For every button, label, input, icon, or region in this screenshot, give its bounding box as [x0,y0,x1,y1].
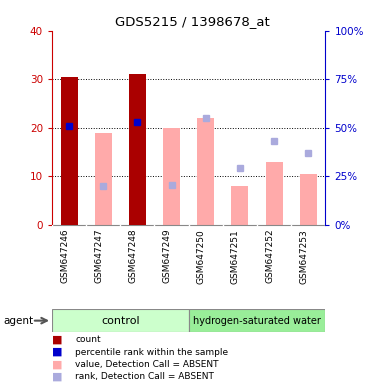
Text: rank, Detection Call = ABSENT: rank, Detection Call = ABSENT [75,372,214,381]
Text: GDS5215 / 1398678_at: GDS5215 / 1398678_at [115,15,270,28]
Text: GSM647247: GSM647247 [94,229,103,283]
Text: value, Detection Call = ABSENT: value, Detection Call = ABSENT [75,360,219,369]
Text: GSM647251: GSM647251 [231,229,240,284]
Bar [163,128,180,225]
Text: hydrogen-saturated water: hydrogen-saturated water [193,316,321,326]
Bar [129,74,146,225]
Text: GSM647248: GSM647248 [128,229,137,283]
Bar [197,118,214,225]
Text: GSM647252: GSM647252 [265,229,274,283]
Text: control: control [101,316,140,326]
Bar [189,309,325,332]
Text: GSM647253: GSM647253 [299,229,308,284]
Text: ■: ■ [52,359,62,369]
Text: ■: ■ [52,347,62,357]
Text: percentile rank within the sample: percentile rank within the sample [75,348,228,357]
Bar [266,162,283,225]
Text: agent: agent [4,316,34,326]
Bar [52,309,189,332]
Bar [300,174,317,225]
Bar [60,77,78,225]
Bar [231,186,248,225]
Text: GSM647246: GSM647246 [60,229,69,283]
Text: GSM647249: GSM647249 [162,229,172,283]
Bar [95,132,112,225]
Text: ■: ■ [52,335,62,345]
Text: ■: ■ [52,372,62,382]
Text: GSM647250: GSM647250 [197,229,206,284]
Text: count: count [75,335,101,344]
